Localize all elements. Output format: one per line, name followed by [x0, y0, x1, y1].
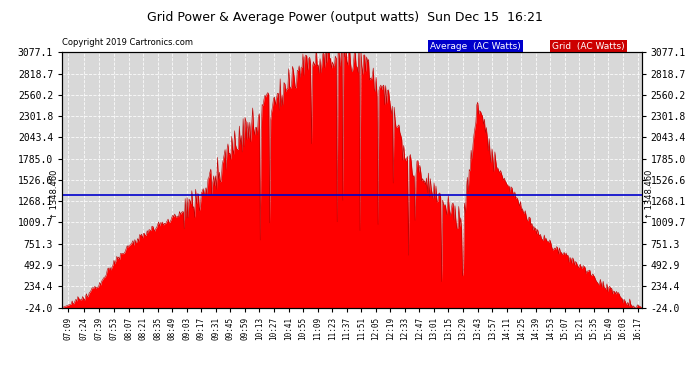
- Text: Copyright 2019 Cartronics.com: Copyright 2019 Cartronics.com: [62, 38, 193, 47]
- Text: Grid Power & Average Power (output watts)  Sun Dec 15  16:21: Grid Power & Average Power (output watts…: [147, 11, 543, 24]
- Text: Grid  (AC Watts): Grid (AC Watts): [552, 42, 624, 51]
- Text: ↑ 1348.460: ↑ 1348.460: [644, 170, 653, 219]
- Text: Average  (AC Watts): Average (AC Watts): [430, 42, 521, 51]
- Text: ↑ 1348.460: ↑ 1348.460: [50, 170, 59, 219]
